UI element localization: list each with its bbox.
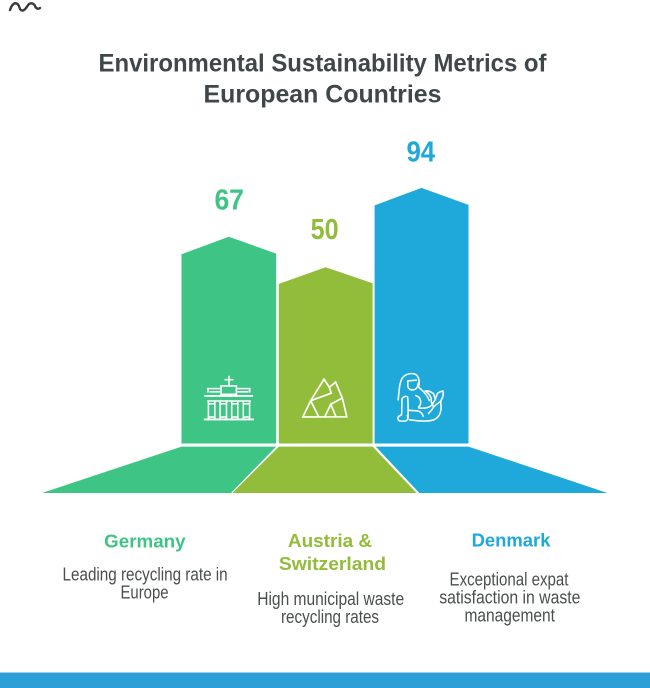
svg-text:Denmark: Denmark [472,530,552,550]
svg-text:High municipal waste: High municipal waste [257,589,404,609]
svg-text:Switzerland: Switzerland [279,554,386,574]
svg-text:Germany: Germany [104,531,185,551]
svg-text:Environmental Sustainability M: Environmental Sustainability Metrics of [99,50,548,78]
svg-text:67: 67 [214,184,244,216]
svg-text:50: 50 [311,214,339,246]
svg-text:European Countries: European Countries [204,80,442,108]
svg-text:satisfaction in waste: satisfaction in waste [439,588,580,608]
svg-text:recycling rates: recycling rates [281,607,379,627]
svg-text:Austria &: Austria & [288,531,372,551]
svg-text:Europe: Europe [121,583,169,603]
svg-text:Exceptional expat: Exceptional expat [450,569,569,589]
svg-text:94: 94 [406,136,435,168]
svg-text:management: management [465,606,556,626]
svg-text:Leading recycling rate in: Leading recycling rate in [63,564,228,584]
